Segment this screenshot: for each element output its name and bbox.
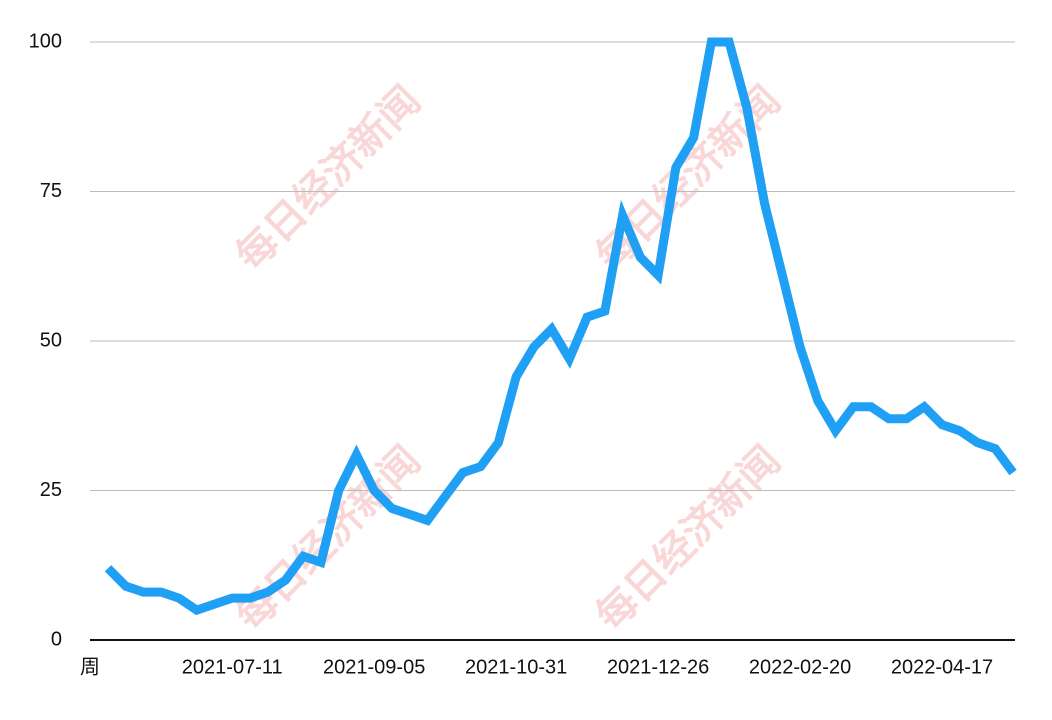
y-tick-label: 0 — [51, 628, 62, 650]
watermark: 每日经济新闻 — [227, 77, 429, 279]
line — [104, 37, 1017, 616]
y-tick-label: 75 — [40, 180, 62, 202]
watermark: 每日经济新闻 — [587, 437, 789, 639]
x-tick-label: 2022-02-20 — [749, 656, 851, 678]
x-tick-label: 2022-04-17 — [891, 656, 993, 678]
y-tick-label: 100 — [29, 30, 62, 52]
x-tick-label: 2021-12-26 — [607, 656, 709, 678]
x-tick-label: 2021-07-11 — [182, 656, 283, 678]
x-axis-label: 周 — [80, 656, 100, 678]
y-tick-label: 50 — [40, 329, 62, 351]
x-tick-label: 2021-09-05 — [323, 656, 425, 678]
y-tick-label: 25 — [40, 479, 62, 501]
x-tick-label: 2021-10-31 — [465, 656, 567, 678]
